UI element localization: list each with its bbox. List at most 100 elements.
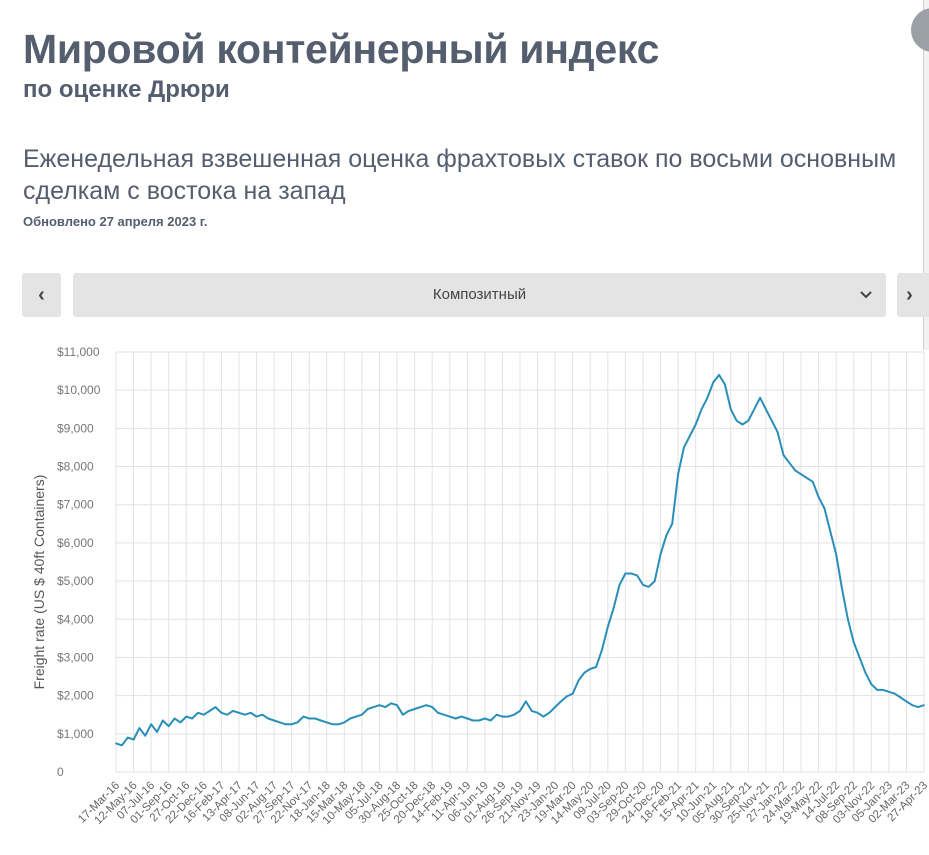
data-point: [185, 715, 188, 718]
data-point: [390, 702, 393, 705]
data-point: [132, 738, 135, 741]
y-tick-label: $2,000: [57, 689, 94, 703]
data-point: [759, 396, 761, 399]
data-point: [238, 711, 240, 714]
data-point: [595, 666, 597, 668]
data-point: [770, 419, 773, 422]
data-point: [606, 626, 609, 628]
data-point: [507, 715, 510, 718]
data-point: [647, 585, 650, 588]
data-point: [525, 700, 527, 703]
data-point: [220, 711, 223, 714]
data-point: [308, 717, 311, 720]
data-point: [279, 721, 281, 724]
data-point: [683, 446, 685, 449]
data-point: [911, 704, 914, 707]
data-point: [835, 553, 838, 556]
side-scroll-track: [923, 0, 929, 350]
data-point: [419, 706, 422, 708]
data-point: [150, 723, 153, 726]
data-point: [355, 715, 357, 718]
y-tick-label: 0: [57, 765, 64, 779]
data-point: [811, 480, 814, 483]
data-point: [519, 710, 521, 712]
index-selector[interactable]: Композитный: [73, 273, 886, 317]
page-subtitle: по оценке Дрюри: [23, 76, 230, 103]
data-point: [741, 423, 744, 426]
y-tick-label: $3,000: [57, 650, 94, 664]
data-point: [700, 408, 703, 411]
data-point: [882, 689, 884, 691]
data-point: [478, 719, 480, 722]
data-point: [530, 710, 533, 712]
corner-avatar[interactable]: [911, 8, 929, 52]
series-group: [115, 373, 925, 747]
data-point: [694, 423, 697, 426]
data-point: [893, 692, 896, 695]
data-point: [823, 507, 826, 510]
data-point: [548, 711, 551, 714]
data-point: [402, 713, 404, 716]
data-point: [636, 574, 638, 577]
data-point: [407, 710, 410, 712]
data-point: [214, 706, 217, 708]
data-point: [735, 419, 738, 422]
data-point: [384, 706, 387, 708]
data-point: [484, 717, 486, 720]
data-point: [173, 717, 176, 720]
data-point: [296, 721, 299, 724]
data-point: [495, 713, 498, 716]
chart-grid: [115, 351, 925, 773]
chart-description: Еженедельная взвешенная оценка фрахтовых…: [23, 145, 897, 205]
data-point: [642, 584, 644, 586]
data-point: [202, 713, 205, 716]
data-point: [460, 715, 463, 718]
data-point: [870, 683, 873, 686]
data-point: [806, 477, 808, 479]
data-point: [747, 419, 750, 422]
data-point: [261, 713, 264, 716]
data-point: [665, 534, 668, 537]
data-point: [144, 734, 147, 737]
data-point: [729, 408, 732, 411]
selector-value: Композитный: [432, 286, 527, 303]
y-axis: 0 $1,000 $2,000 $3,000 $4,000 $5,000 $6,000 $7,…: [57, 345, 101, 779]
y-tick-label: $7,000: [57, 498, 94, 512]
data-point: [161, 719, 164, 722]
y-tick-label: $1,000: [57, 727, 94, 741]
data-point: [138, 727, 141, 729]
y-tick-label: $5,000: [57, 574, 94, 588]
data-point: [905, 700, 908, 703]
data-point: [847, 618, 849, 621]
data-point: [290, 723, 293, 726]
y-tick-label: $11,000: [57, 345, 100, 359]
previous-button[interactable]: ‹: [22, 273, 61, 317]
data-point: [232, 710, 235, 712]
y-tick-label: $6,000: [57, 536, 94, 550]
data-point: [653, 580, 656, 582]
chevron-left-icon: ‹: [38, 283, 45, 306]
data-point: [331, 723, 334, 726]
data-point: [612, 606, 615, 609]
data-point: [776, 431, 779, 434]
data-point: [489, 719, 492, 722]
data-point: [565, 695, 568, 698]
data-point: [314, 717, 316, 720]
data-point: [601, 648, 603, 651]
data-point: [343, 721, 346, 724]
updated-date: Обновлено 27 апреля 2023 г.: [23, 214, 208, 229]
data-point: [794, 469, 797, 472]
data-point: [448, 715, 451, 718]
data-point: [858, 656, 861, 659]
data-point: [583, 671, 586, 674]
data-point: [864, 671, 867, 674]
y-tick-label: $4,000: [57, 612, 94, 626]
data-point: [876, 689, 879, 691]
data-point: [372, 706, 375, 708]
data-point: [454, 717, 457, 720]
data-point: [425, 704, 428, 707]
data-point: [888, 690, 890, 693]
data-point: [437, 711, 439, 714]
next-button[interactable]: ›: [897, 273, 929, 317]
page-title: Мировой контейнерный индекс: [23, 26, 660, 72]
